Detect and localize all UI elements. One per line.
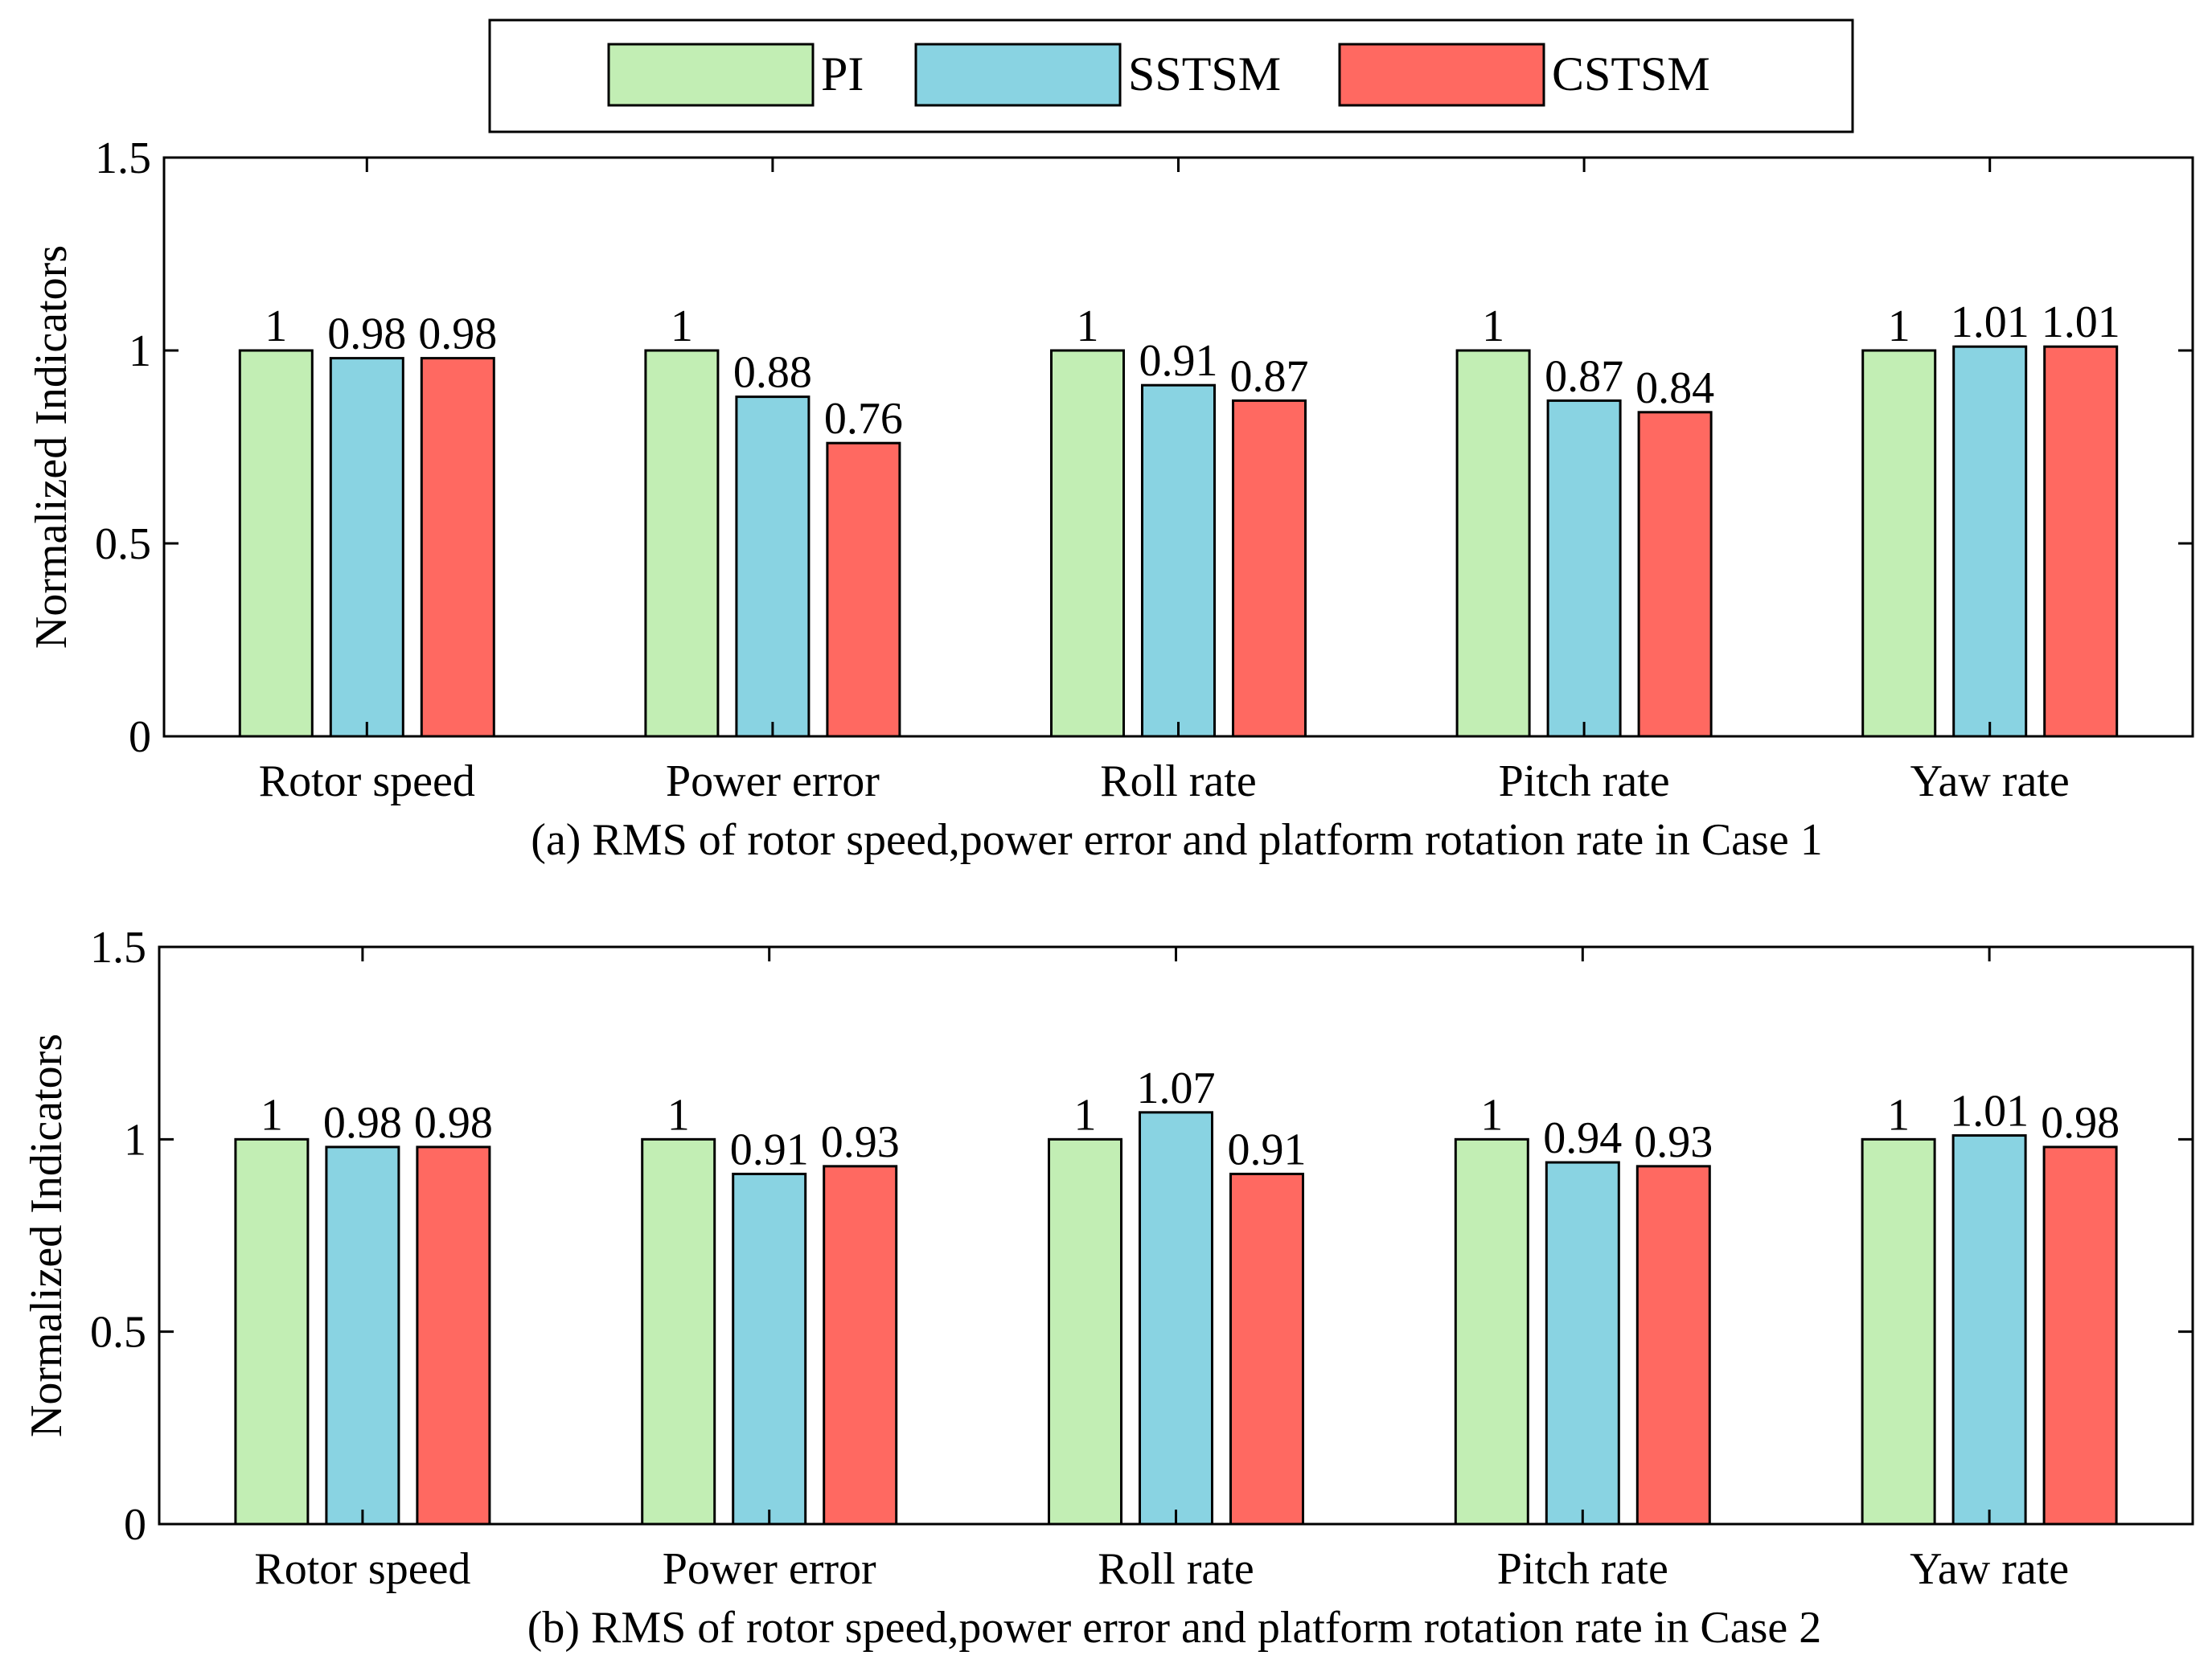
bar-sstsm-0[interactable] bbox=[329, 357, 404, 738]
bar-sstsm-4[interactable] bbox=[1951, 1134, 2027, 1526]
bar-sstsm-2[interactable] bbox=[1141, 383, 1216, 738]
bar-pi-2[interactable] bbox=[1050, 349, 1125, 738]
y-tick-label: 1.5 bbox=[95, 133, 151, 183]
bar-cstsm-2[interactable] bbox=[1229, 1172, 1304, 1526]
value-label: 1.01 bbox=[1951, 297, 2029, 347]
value-label: 0.98 bbox=[323, 1098, 402, 1148]
legend-label: PI bbox=[821, 47, 864, 100]
value-label: 0.91 bbox=[730, 1125, 809, 1174]
x-category-label: Rotor speed bbox=[259, 756, 475, 806]
y-axis-label: Normalized Indicators bbox=[27, 245, 76, 649]
bar-cstsm-4[interactable] bbox=[2043, 345, 2119, 738]
value-label: 0.94 bbox=[1543, 1113, 1622, 1163]
bar-pi-1[interactable] bbox=[644, 349, 720, 738]
legend-swatch bbox=[607, 43, 815, 107]
y-tick-label: 1 bbox=[124, 1115, 146, 1165]
value-label: 1 bbox=[667, 1090, 690, 1140]
value-label: 0.91 bbox=[1228, 1125, 1307, 1174]
value-label: 0.93 bbox=[821, 1117, 900, 1167]
legend-swatch bbox=[914, 43, 1122, 107]
bar-pi-2[interactable] bbox=[1048, 1137, 1122, 1526]
bar-cstsm-0[interactable] bbox=[420, 357, 495, 738]
bar-cstsm-3[interactable] bbox=[1635, 1165, 1711, 1526]
legend-label: CSTSM bbox=[1552, 47, 1710, 100]
legend-entry-sstsm[interactable]: SSTSM bbox=[914, 43, 1281, 107]
x-category-label: Yaw rate bbox=[1910, 1544, 2069, 1594]
value-label: 0.76 bbox=[824, 394, 903, 444]
bar-pi-3[interactable] bbox=[1455, 349, 1531, 738]
value-label: 1 bbox=[671, 301, 693, 351]
bar-pi-4[interactable] bbox=[1861, 349, 1937, 738]
value-label: 1 bbox=[1480, 1090, 1503, 1140]
legend-entry-pi[interactable]: PI bbox=[607, 43, 864, 107]
value-label: 1 bbox=[1888, 301, 1910, 351]
value-label: 1.07 bbox=[1137, 1063, 1216, 1113]
y-tick-label: 1 bbox=[129, 326, 151, 376]
value-label: 0.98 bbox=[2041, 1098, 2120, 1148]
bar-sstsm-4[interactable] bbox=[1952, 345, 2028, 738]
x-category-label: Pitch rate bbox=[1497, 1544, 1668, 1594]
value-label: 1.01 bbox=[1950, 1087, 2029, 1137]
bar-pi-1[interactable] bbox=[641, 1137, 716, 1526]
bar-cstsm-1[interactable] bbox=[826, 441, 901, 738]
chart-caption: (b) RMS of rotor speed,power error and p… bbox=[527, 1603, 1822, 1653]
bar-sstsm-1[interactable] bbox=[732, 1172, 807, 1526]
bar-cstsm-1[interactable] bbox=[823, 1165, 898, 1526]
y-tick-label: 0 bbox=[124, 1500, 146, 1550]
bar-sstsm-1[interactable] bbox=[735, 395, 811, 738]
x-category-label: Yaw rate bbox=[1910, 756, 2070, 806]
axes-frame bbox=[158, 945, 2194, 1526]
bar-sstsm-2[interactable] bbox=[1139, 1111, 1213, 1526]
bar-pi-4[interactable] bbox=[1861, 1137, 1936, 1526]
bar-pi-0[interactable] bbox=[234, 1137, 310, 1526]
value-label: 1 bbox=[1077, 301, 1099, 351]
bar-cstsm-0[interactable] bbox=[416, 1145, 491, 1526]
bar-pi-0[interactable] bbox=[238, 349, 314, 738]
x-category-label: Power error bbox=[663, 1544, 876, 1594]
legend-label: SSTSM bbox=[1128, 47, 1281, 100]
bar-sstsm-3[interactable] bbox=[1546, 399, 1622, 738]
legend-swatch bbox=[1338, 43, 1545, 107]
value-label: 0.87 bbox=[1545, 351, 1623, 401]
value-label: 0.98 bbox=[418, 309, 497, 359]
bar-cstsm-4[interactable] bbox=[2042, 1145, 2118, 1526]
value-label: 0.91 bbox=[1139, 336, 1218, 386]
value-label: 1.01 bbox=[2042, 297, 2120, 347]
x-category-label: Roll rate bbox=[1100, 756, 1256, 806]
bar-pi-3[interactable] bbox=[1454, 1137, 1529, 1526]
bar-cstsm-2[interactable] bbox=[1232, 399, 1307, 738]
bar-cstsm-3[interactable] bbox=[1637, 411, 1713, 738]
value-label: 1 bbox=[1482, 301, 1504, 351]
value-label: 0.98 bbox=[414, 1098, 493, 1148]
legend-entry-cstsm[interactable]: CSTSM bbox=[1338, 43, 1710, 107]
value-label: 0.87 bbox=[1230, 351, 1309, 401]
value-label: 0.93 bbox=[1634, 1117, 1713, 1167]
value-label: 1 bbox=[1887, 1090, 1910, 1140]
y-axis-label: Normalized Indicators bbox=[22, 1034, 72, 1437]
y-tick-label: 0.5 bbox=[90, 1308, 146, 1358]
x-category-label: Power error bbox=[666, 756, 880, 806]
x-category-label: Roll rate bbox=[1098, 1544, 1254, 1594]
value-label: 0.88 bbox=[733, 348, 812, 398]
bar-sstsm-0[interactable] bbox=[325, 1145, 400, 1526]
chart-caption: (a) RMS of rotor speed,power error and p… bbox=[531, 815, 1822, 865]
value-label: 1 bbox=[1074, 1090, 1097, 1140]
value-label: 0.84 bbox=[1635, 363, 1714, 413]
axes-frame bbox=[162, 156, 2194, 738]
y-tick-label: 0 bbox=[129, 712, 151, 762]
y-tick-label: 0.5 bbox=[95, 519, 151, 569]
value-label: 1 bbox=[265, 301, 287, 351]
bar-sstsm-3[interactable] bbox=[1545, 1161, 1620, 1526]
x-category-label: Pitch rate bbox=[1499, 756, 1670, 806]
legend: PI SSTSM CSTSM bbox=[488, 18, 1854, 133]
value-label: 0.98 bbox=[327, 309, 406, 359]
value-label: 1 bbox=[261, 1090, 283, 1140]
x-category-label: Rotor speed bbox=[254, 1544, 470, 1594]
y-tick-label: 1.5 bbox=[90, 923, 146, 973]
